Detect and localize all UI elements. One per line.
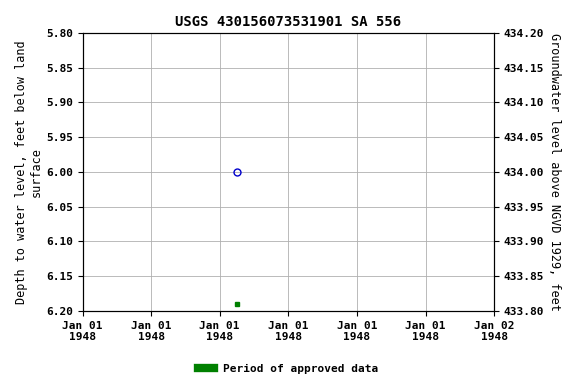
Legend: Period of approved data: Period of approved data bbox=[193, 359, 383, 379]
Y-axis label: Depth to water level, feet below land
surface: Depth to water level, feet below land su… bbox=[15, 40, 43, 304]
Y-axis label: Groundwater level above NGVD 1929, feet: Groundwater level above NGVD 1929, feet bbox=[548, 33, 561, 311]
Title: USGS 430156073531901 SA 556: USGS 430156073531901 SA 556 bbox=[175, 15, 401, 29]
